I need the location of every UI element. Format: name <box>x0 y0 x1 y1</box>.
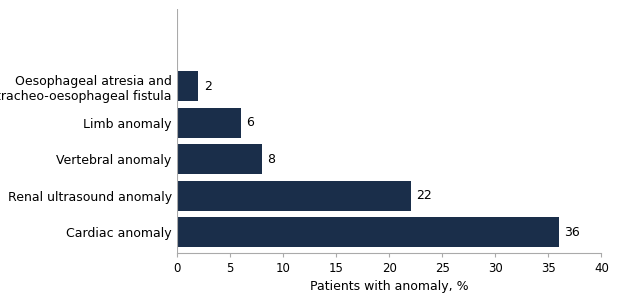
Bar <box>177 181 410 211</box>
Text: 2: 2 <box>204 79 211 93</box>
Text: 22: 22 <box>416 189 432 202</box>
Bar <box>177 217 559 247</box>
Text: 8: 8 <box>267 153 275 166</box>
Bar <box>177 108 241 138</box>
Text: 36: 36 <box>564 226 580 239</box>
Text: 6: 6 <box>246 116 254 129</box>
Bar <box>177 144 262 174</box>
Bar <box>177 71 199 101</box>
X-axis label: Patients with anomaly, %: Patients with anomaly, % <box>310 280 468 293</box>
